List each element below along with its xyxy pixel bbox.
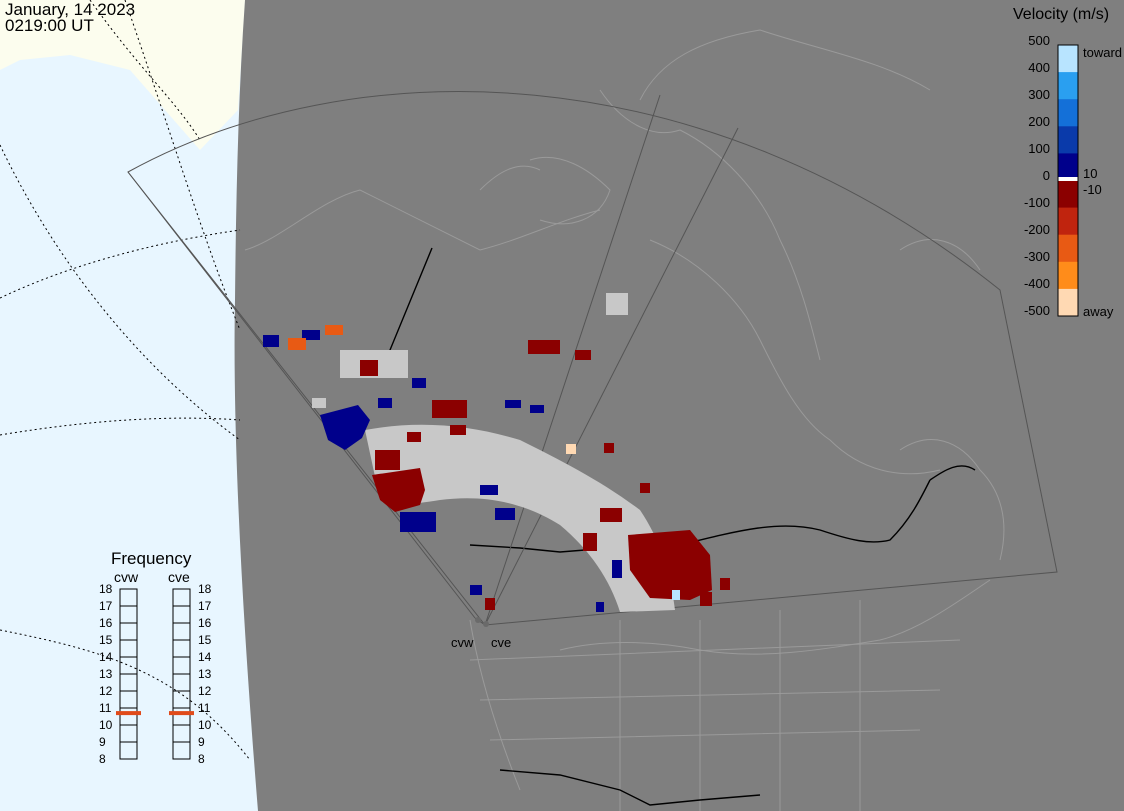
frequency-tick-left: 8	[99, 752, 106, 766]
frequency-marker-cve	[169, 711, 194, 716]
colorbar-tick-label: -400	[1023, 276, 1050, 291]
colorbar-tick-label: 500	[1028, 33, 1050, 48]
radar-site-cve[interactable]	[483, 621, 489, 627]
colorbar-segment	[1058, 261, 1078, 290]
radar-label-cvw: cvw	[451, 635, 474, 650]
colorbar-tick-label: -100	[1023, 195, 1050, 210]
colorbar-segment	[1058, 207, 1078, 236]
colorbar-segment	[1058, 153, 1078, 181]
frequency-cell-cvw	[119, 741, 138, 760]
ground-scatter	[312, 293, 675, 612]
frequency-tick-left: 18	[99, 582, 113, 596]
frequency-tick-right: 11	[198, 701, 211, 715]
frequency-tick-right: 10	[198, 718, 212, 732]
frequency-panel	[116, 588, 194, 760]
frequency-tick-left: 10	[99, 718, 113, 732]
velocity-away	[360, 340, 730, 610]
colorbar-neg-small-label: -10	[1083, 182, 1102, 197]
frequency-tick-right: 9	[198, 735, 205, 749]
colorbar-title: Velocity (m/s)	[1013, 6, 1110, 23]
velocity-very-fast-away	[566, 444, 576, 454]
colorbar-tick-label: -500	[1023, 303, 1050, 318]
frequency-tick-right: 17	[198, 599, 212, 613]
time-label: 0219:00 UT	[5, 16, 94, 35]
frequency-tick-left: 12	[99, 684, 113, 698]
frequency-tick-right: 13	[198, 667, 212, 681]
graticule	[0, 0, 251, 761]
frequency-tick-left: 14	[99, 650, 113, 664]
colorbar-segment	[1058, 126, 1078, 154]
frequency-tick-left: 13	[99, 667, 113, 681]
frequency-cell-cve	[172, 741, 191, 760]
frequency-tick-left: 9	[99, 735, 106, 749]
frequency-tick-right: 12	[198, 684, 212, 698]
colorbar-tick-label: -300	[1023, 249, 1050, 264]
frequency-title: Frequency	[111, 549, 192, 568]
frequency-head-cvw: cvw	[114, 569, 139, 585]
colorbar-tick-label: 100	[1028, 141, 1050, 156]
frequency-head-cve: cve	[168, 569, 190, 585]
frequency-tick-right: 8	[198, 752, 205, 766]
frequency-tick-left: 17	[99, 599, 113, 613]
radar-label-cve: cve	[491, 635, 512, 650]
land-mass	[234, 0, 1124, 811]
arctic-region	[0, 0, 245, 150]
velocity-toward	[263, 330, 622, 612]
colorbar-toward-label: toward	[1083, 45, 1123, 60]
colorbar-pos-small-label: 10	[1083, 166, 1098, 181]
colorbar-tick-label: 400	[1028, 60, 1050, 75]
velocity-colorbar	[1057, 44, 1079, 317]
frequency-tick-right: 18	[198, 582, 212, 596]
colorbar-segment	[1058, 72, 1078, 100]
frequency-tick-left: 16	[99, 616, 113, 630]
colorbar-zero-band	[1058, 177, 1078, 181]
frequency-tick-right: 15	[198, 633, 212, 647]
frequency-tick-right: 14	[198, 650, 212, 664]
radar-site-cvw[interactable]	[475, 617, 481, 623]
frequency-tick-left: 11	[99, 701, 112, 715]
colorbar-tick-label: -200	[1023, 222, 1050, 237]
coastlines	[244, 29, 1005, 811]
colorbar-segment	[1058, 99, 1078, 127]
colorbar-segment	[1058, 234, 1078, 263]
frequency-tick-left: 15	[99, 633, 113, 647]
frequency-marker-cvw	[116, 711, 141, 716]
field-of-view	[127, 91, 1058, 626]
colorbar-segment	[1058, 288, 1078, 317]
date-label: January, 14 2023	[5, 0, 136, 19]
colorbar-tick-label: 200	[1028, 114, 1050, 129]
velocity-fast-toward	[672, 590, 680, 600]
colorbar-tick-label: 0	[1042, 168, 1050, 183]
frequency-tick-right: 16	[198, 616, 212, 630]
colorbar-border	[1057, 44, 1079, 317]
velocity-fast-away	[288, 325, 343, 350]
colorbar-segment	[1058, 180, 1078, 209]
colorbar-away-label: away	[1083, 304, 1114, 319]
colorbar-tick-label: 300	[1028, 87, 1050, 102]
colorbar-segment	[1058, 45, 1078, 73]
